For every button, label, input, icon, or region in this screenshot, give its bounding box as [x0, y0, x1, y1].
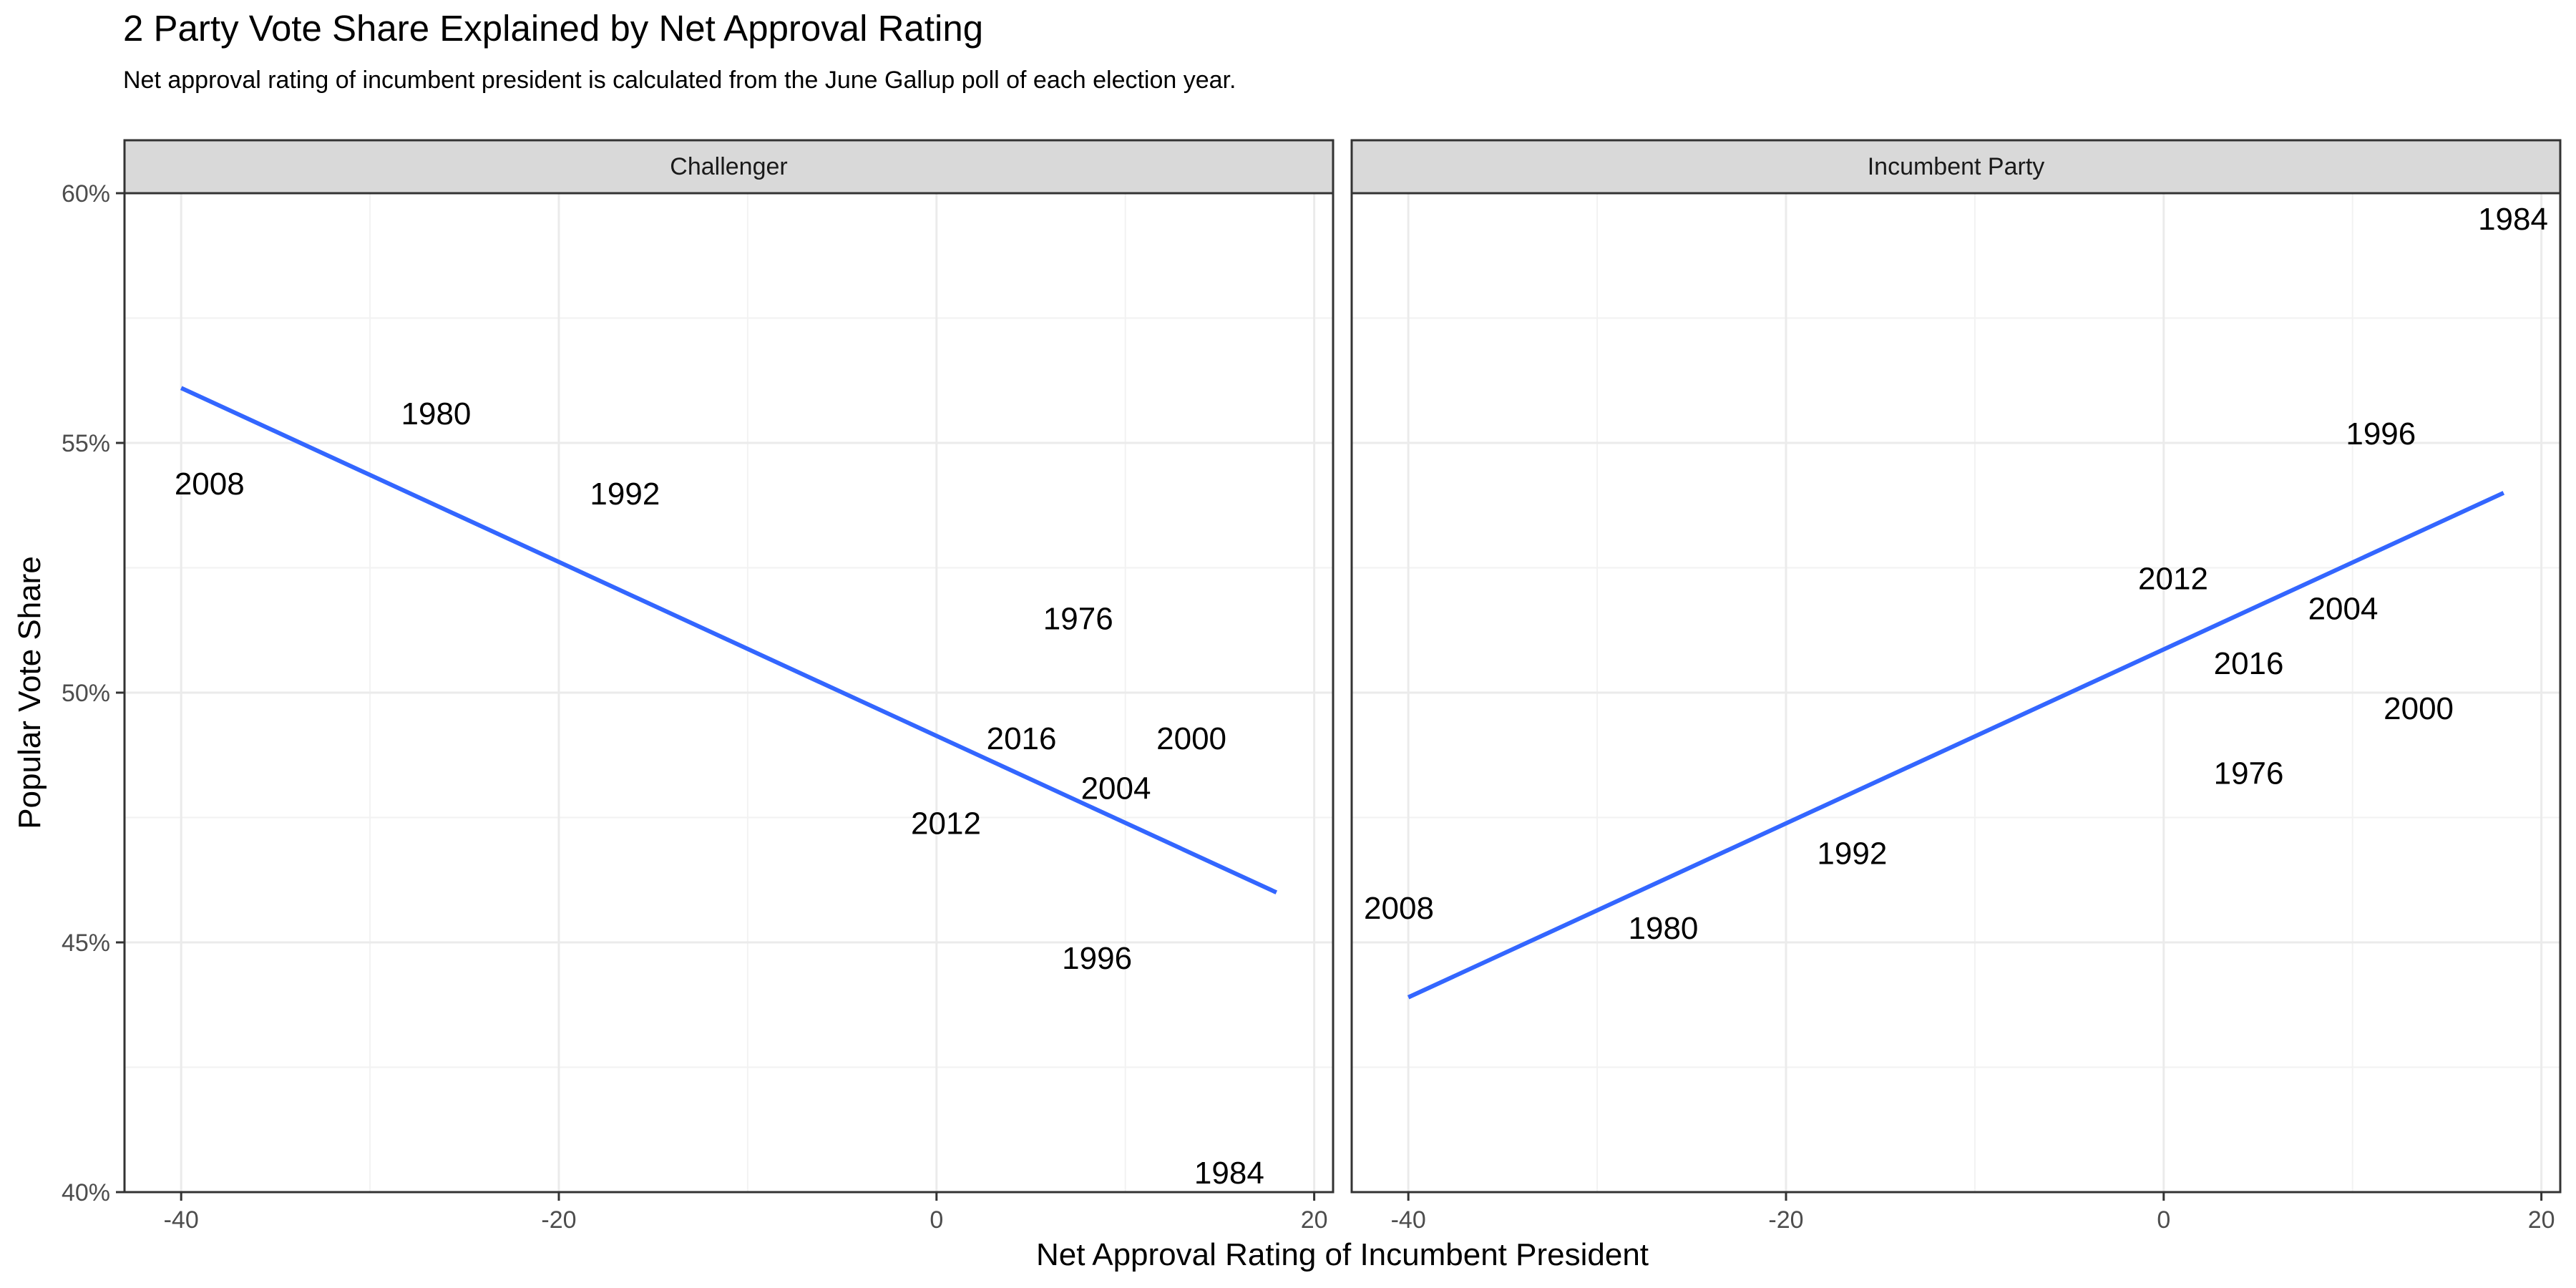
fit-line-incumbent-party — [1407, 491, 2505, 1000]
point-label-2004: 2004 — [1081, 771, 1151, 806]
chart-subtitle: Net approval rating of incumbent preside… — [123, 67, 1236, 94]
point-label-1984: 1984 — [2478, 202, 2548, 237]
point-label-1976: 1976 — [2214, 756, 2284, 791]
point-label-2012: 2012 — [2138, 561, 2208, 596]
point-label-1992: 1992 — [1817, 836, 1887, 871]
point-label-2016: 2016 — [987, 721, 1057, 756]
point-label-1996: 1996 — [1062, 941, 1132, 976]
x-tick-label: -40 — [1391, 1206, 1426, 1234]
x-tick-label: 0 — [2157, 1206, 2170, 1234]
x-axis-title: Net Approval Rating of Incumbent Preside… — [1036, 1237, 1649, 1272]
point-label-2008: 2008 — [175, 467, 245, 502]
facet-strip-incumbent-party — [1350, 139, 2562, 195]
point-label-1980: 1980 — [1629, 911, 1699, 946]
point-label-1976: 1976 — [1043, 601, 1113, 636]
y-tick-label: 40% — [62, 1179, 110, 1206]
facet-strip-label: Challenger — [670, 153, 787, 180]
y-tick-label: 45% — [62, 930, 110, 957]
facet-strip-label: Incumbent Party — [1868, 153, 2045, 180]
point-label-2012: 2012 — [911, 806, 981, 841]
point-label-1992: 1992 — [590, 477, 660, 512]
x-tick-label: 0 — [930, 1206, 943, 1234]
y-tick-label: 50% — [62, 680, 110, 707]
point-label-2008: 2008 — [1364, 891, 1434, 926]
panel-border-incumbent-party — [1350, 192, 2562, 1194]
chart-title: 2 Party Vote Share Explained by Net Appr… — [123, 8, 984, 49]
x-tick-label: -20 — [541, 1206, 576, 1234]
fit-line-challenger — [180, 386, 1278, 894]
y-tick-label: 60% — [62, 180, 110, 208]
point-label-1980: 1980 — [401, 396, 472, 431]
y-axis-title: Popular Vote Share — [12, 556, 47, 829]
point-label-2000: 2000 — [2384, 691, 2454, 726]
x-tick-label: 20 — [2528, 1206, 2555, 1234]
point-label-1996: 1996 — [2346, 416, 2416, 452]
x-tick-label: 20 — [1301, 1206, 1328, 1234]
y-tick-label: 55% — [62, 430, 110, 457]
x-tick-label: -40 — [164, 1206, 199, 1234]
point-label-2004: 2004 — [2308, 591, 2379, 626]
x-tick-label: -20 — [1768, 1206, 1803, 1234]
point-label-2000: 2000 — [1156, 721, 1226, 756]
point-label-1984: 1984 — [1194, 1156, 1264, 1191]
point-label-2016: 2016 — [2214, 646, 2284, 681]
